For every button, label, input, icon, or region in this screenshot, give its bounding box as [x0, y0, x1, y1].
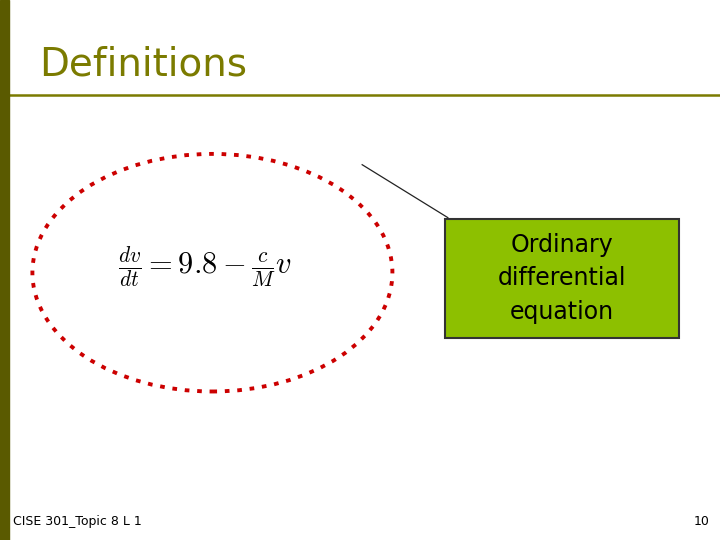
- FancyBboxPatch shape: [445, 219, 679, 338]
- Text: CISE 301_Topic 8 L 1: CISE 301_Topic 8 L 1: [13, 515, 142, 528]
- Text: 10: 10: [693, 515, 709, 528]
- Bar: [0, 0, 9, 540]
- Text: $\frac{dv}{dt} = 9.8 - \frac{c}{M}v$: $\frac{dv}{dt} = 9.8 - \frac{c}{M}v$: [118, 245, 292, 290]
- Text: Definitions: Definitions: [40, 46, 248, 84]
- Text: Ordinary
differential
equation: Ordinary differential equation: [498, 233, 626, 323]
